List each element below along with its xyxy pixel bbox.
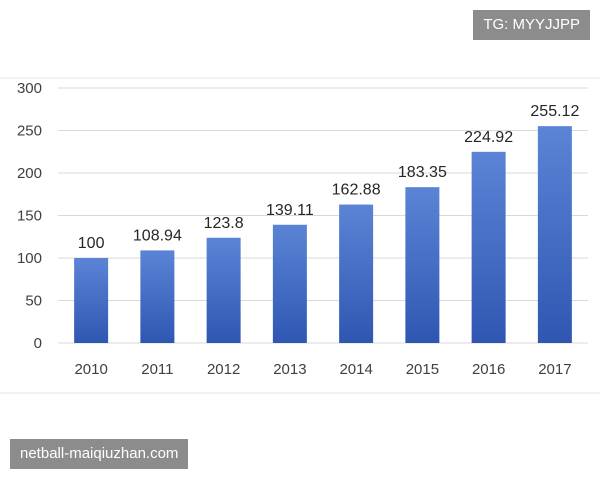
x-tick-label: 2014 (339, 361, 372, 378)
x-tick-label: 2011 (141, 361, 173, 378)
x-tick-label: 2016 (472, 361, 505, 378)
y-tick-label: 50 (25, 293, 42, 310)
x-tick-label: 2010 (74, 361, 107, 378)
x-axis-ticks: 2010 2011 2012 2013 2014 2015 2016 2017 (74, 361, 571, 378)
x-tick-label: 2012 (207, 361, 240, 378)
y-axis-ticks: 0 50 100 150 200 250 300 (17, 80, 42, 352)
x-tick-label: 2013 (273, 361, 306, 378)
data-labels: 100 108.94 123.8 139.11 162.88 183.35 224.92 25… (78, 103, 580, 252)
bar-2015 (405, 187, 440, 343)
y-tick-label: 0 (34, 335, 42, 352)
bar-2017 (537, 126, 572, 343)
y-tick-label: 250 (17, 123, 42, 140)
data-label: 123.8 (204, 215, 244, 232)
bar-2013 (272, 224, 307, 343)
data-label: 183.35 (398, 164, 447, 181)
x-tick-label: 2015 (406, 361, 439, 378)
bar-series (74, 126, 572, 343)
bar-2014 (339, 204, 374, 343)
data-label: 100 (78, 235, 105, 252)
y-tick-label: 100 (17, 250, 42, 267)
y-tick-label: 300 (17, 80, 42, 97)
data-label: 255.12 (530, 103, 579, 120)
bar-2011 (140, 250, 175, 343)
x-tick-label: 2017 (538, 361, 571, 378)
y-tick-label: 200 (17, 165, 42, 182)
bar-2016 (471, 151, 506, 343)
y-tick-label: 150 (17, 208, 42, 225)
bar-2012 (206, 237, 241, 343)
watermark-tg-badge: TG: MYYJJPP (473, 10, 590, 40)
data-label: 139.11 (266, 202, 314, 219)
bar-2010 (74, 258, 109, 343)
watermark-site-badge: netball-maiqiuzhan.com (10, 439, 189, 469)
data-label: 108.94 (133, 227, 182, 244)
grid-lines (58, 87, 588, 344)
data-label: 224.92 (464, 129, 513, 146)
data-label: 162.88 (332, 182, 381, 199)
